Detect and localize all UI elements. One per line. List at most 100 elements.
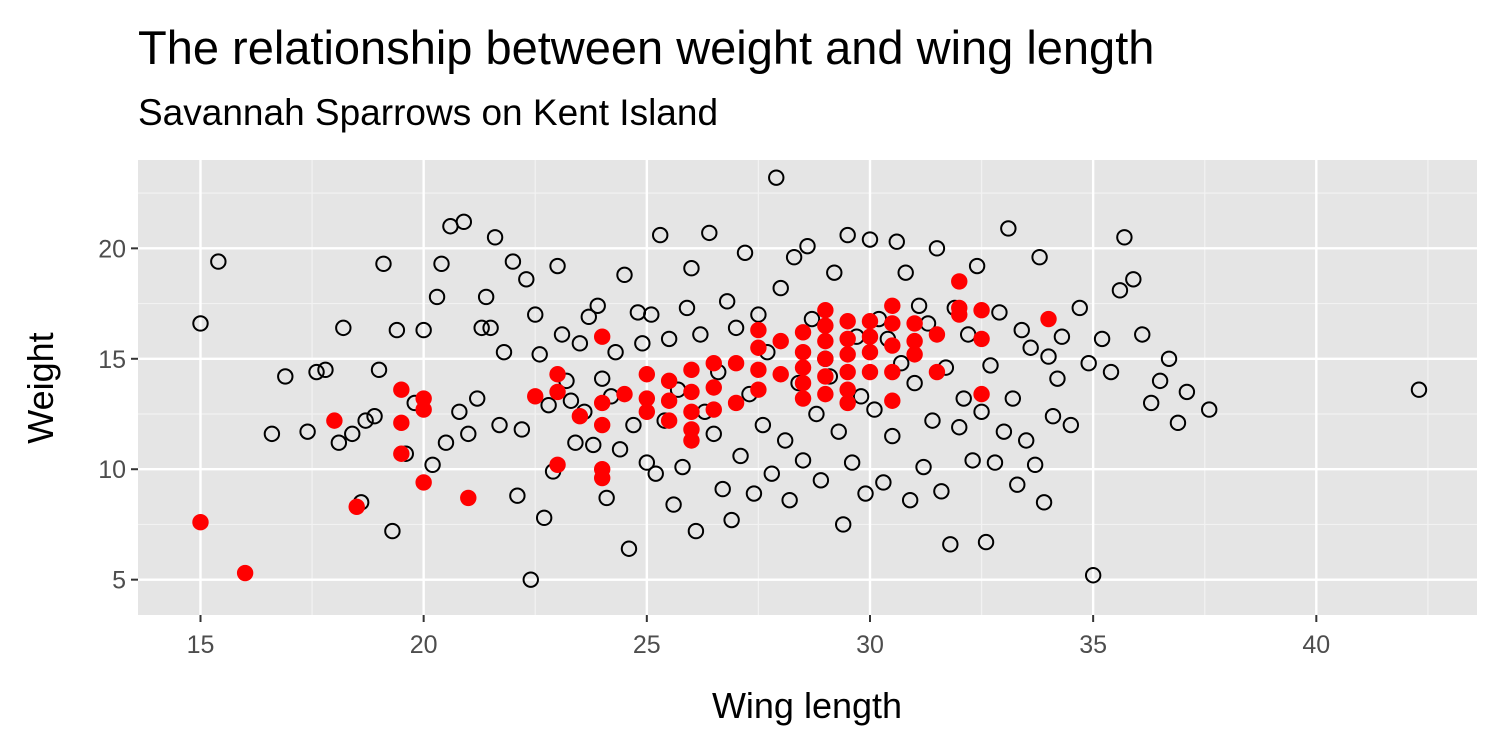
data-point (955, 390, 972, 407)
highlighted-data-point (660, 392, 678, 409)
data-point (473, 319, 490, 337)
x-tick-label: 35 (1079, 631, 1107, 659)
x-tick-label: 20 (410, 631, 438, 659)
highlighted-data-point (817, 301, 834, 319)
data-point (638, 454, 656, 471)
data-point (428, 288, 446, 306)
highlighted-data-point (906, 332, 923, 350)
data-point (897, 264, 914, 281)
data-point (1125, 271, 1142, 288)
data-point (1062, 416, 1080, 434)
highlighted-data-point (928, 326, 946, 343)
x-tick-label: 30 (856, 631, 884, 659)
highlighted-data-point (348, 498, 365, 515)
highlighted-data-point (549, 456, 566, 474)
data-point (964, 452, 981, 469)
data-point (794, 452, 812, 469)
highlighted-data-point (928, 363, 946, 381)
data-point (1134, 326, 1151, 343)
highlighted-data-point (705, 355, 722, 372)
data-point (718, 293, 736, 310)
data-point (1071, 299, 1088, 317)
highlighted-data-point (817, 332, 834, 350)
data-point (620, 540, 638, 557)
highlighted-data-point (750, 321, 767, 339)
data-point (263, 425, 281, 443)
highlighted-data-point (192, 514, 209, 531)
data-point (808, 405, 825, 423)
data-point (330, 434, 348, 451)
data-point (1040, 348, 1057, 365)
highlighted-data-point (638, 366, 656, 383)
data-point (527, 306, 544, 323)
data-point (571, 335, 589, 352)
data-point (1093, 330, 1111, 348)
data-point (986, 454, 1004, 471)
highlighted-points-series (192, 273, 1057, 582)
data-point (852, 388, 870, 405)
highlighted-data-point (839, 313, 856, 330)
data-point (1004, 390, 1022, 407)
data-point (991, 304, 1008, 321)
y-axis-title: Weight (20, 332, 61, 443)
data-point (299, 423, 316, 440)
data-point (861, 231, 879, 248)
data-point (977, 533, 995, 551)
data-point (799, 237, 816, 255)
highlighted-data-point (906, 315, 923, 332)
data-point (901, 491, 919, 509)
data-point (843, 454, 861, 471)
data-point (674, 458, 691, 476)
data-point (924, 412, 941, 429)
data-point (754, 416, 772, 434)
data-point (915, 458, 932, 476)
highlighted-data-point (660, 372, 678, 390)
data-point (1102, 363, 1120, 381)
data-point (589, 297, 606, 314)
data-point (598, 489, 615, 507)
highlighted-data-point (593, 328, 611, 345)
data-point (888, 233, 905, 250)
data-point (745, 485, 763, 502)
data-point (1201, 401, 1218, 418)
data-point (1044, 408, 1062, 425)
data-point (370, 361, 388, 379)
highlighted-data-point (616, 385, 633, 403)
highlighted-data-point (660, 412, 678, 429)
data-point (906, 374, 923, 392)
data-point (580, 308, 597, 326)
data-point (714, 480, 731, 498)
data-point (678, 299, 696, 317)
data-point (968, 257, 986, 275)
data-point (495, 343, 513, 361)
data-point (1000, 220, 1017, 237)
data-point (776, 432, 794, 449)
data-point (335, 319, 352, 337)
data-point (723, 511, 740, 529)
highlighted-data-point (884, 337, 901, 354)
highlighted-data-point (839, 346, 856, 363)
data-point (540, 396, 557, 414)
data-point (482, 319, 499, 337)
data-point (785, 248, 803, 266)
chart-title: The relationship between weight and wing… (138, 21, 1155, 74)
data-point (509, 487, 526, 504)
data-point (477, 288, 495, 306)
data-point (1053, 328, 1071, 345)
highlighted-data-point (817, 368, 834, 385)
data-point (585, 436, 602, 454)
data-point (308, 363, 325, 381)
data-point (732, 447, 749, 465)
highlighted-data-point (638, 390, 656, 407)
data-point (727, 319, 745, 337)
x-tick-label: 25 (633, 631, 661, 659)
data-point (513, 421, 531, 438)
highlighted-data-point (906, 346, 923, 363)
y-tick-label: 20 (98, 235, 126, 263)
highlighted-data-point (839, 363, 856, 381)
data-point (1022, 339, 1039, 356)
data-point (357, 412, 374, 429)
chart-subtitle: Savannah Sparrows on Kent Island (138, 92, 719, 133)
highlighted-data-point (727, 394, 745, 412)
highlighted-data-point (951, 273, 968, 290)
